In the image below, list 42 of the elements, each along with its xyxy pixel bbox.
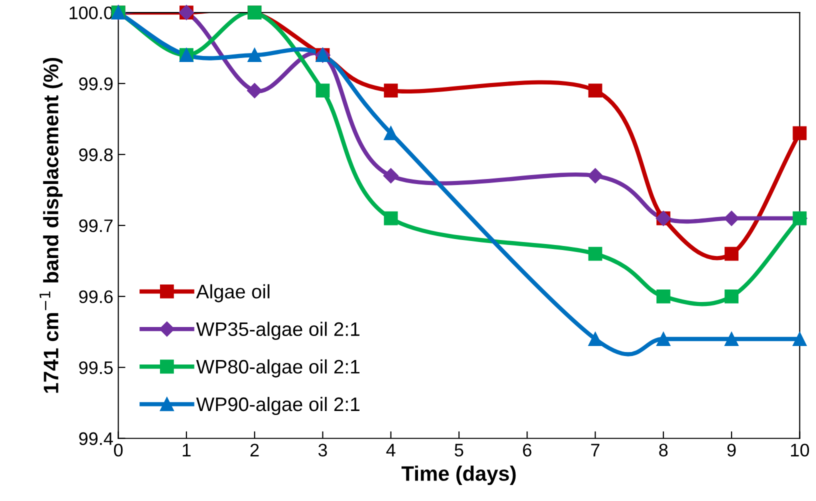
legend-label: WP35-algae oil 2:1: [196, 322, 360, 340]
x-tick-label: 3: [318, 444, 327, 456]
point: [792, 126, 807, 140]
point: [384, 84, 398, 98]
y-tick-label: 99.7: [79, 219, 113, 232]
point: [724, 332, 738, 346]
point: [588, 246, 602, 261]
x-tick-label: 10: [791, 444, 810, 456]
point: [384, 211, 398, 226]
point: [588, 84, 602, 98]
x-tick-label: 9: [727, 444, 736, 456]
point: [247, 83, 262, 98]
y-axis-title: 1741 cm$^{−1}$ band displacement (%): [40, 58, 63, 393]
point: [384, 126, 398, 140]
x-tick-label: 5: [454, 444, 464, 456]
y-tick-label: 99.5: [79, 361, 113, 374]
point: [656, 332, 670, 346]
x-tick-label: 1: [182, 444, 191, 456]
point: [383, 168, 398, 184]
point: [724, 246, 738, 261]
legend-label: Algae oil: [196, 284, 270, 302]
y-tick-label: 99.8: [79, 148, 113, 162]
legend-label: WP90-algae oil 2:1: [196, 396, 360, 416]
point: [588, 168, 603, 184]
point: [724, 289, 738, 304]
point: [792, 332, 807, 346]
x-axis-title: Time (days): [402, 466, 516, 486]
x-tick-label: 6: [523, 444, 532, 456]
y-tick-label: 99.6: [79, 290, 113, 304]
point: [316, 84, 330, 98]
y-tick-label: 99.4: [79, 432, 113, 446]
x-tick-label: 0: [114, 444, 123, 456]
point: [656, 289, 670, 304]
x-tick-label: 2: [250, 444, 259, 456]
y-tick-label: 99.9: [79, 77, 113, 90]
x-tick-label: 7: [591, 444, 600, 456]
point: [724, 210, 740, 226]
point: [588, 332, 602, 346]
x-tick-label: 8: [659, 444, 668, 456]
legend-label: WP80-algae oil 2:1: [196, 359, 360, 378]
x-tick-label: 4: [386, 444, 396, 456]
point: [248, 48, 262, 62]
